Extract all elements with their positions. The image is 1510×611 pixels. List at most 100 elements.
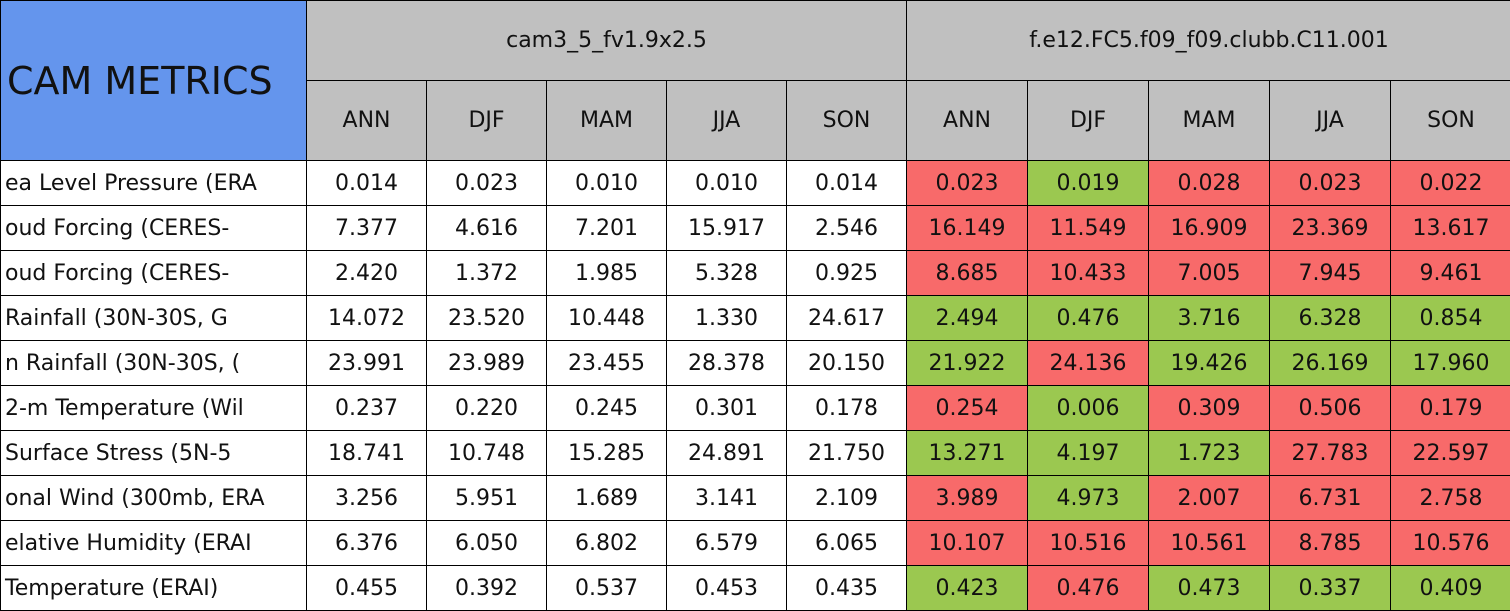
season-header: JJA (666, 80, 787, 161)
metric-value: 0.455 (306, 565, 427, 611)
metric-value: 0.245 (546, 385, 667, 431)
metric-value: 5.951 (426, 475, 547, 521)
metric-value: 6.802 (546, 520, 667, 566)
metric-value: 2.109 (786, 475, 907, 521)
metric-value: 2.420 (306, 250, 427, 296)
row-label: Surface Stress (5N-5 (0, 430, 307, 476)
row-label: n Rainfall (30N-30S, ( (0, 340, 307, 386)
metric-value: 2.007 (1148, 475, 1270, 521)
metric-value: 20.150 (786, 340, 907, 386)
metric-value: 0.453 (666, 565, 787, 611)
season-header: DJF (1027, 80, 1149, 161)
metric-value: 14.072 (306, 295, 427, 341)
metric-value: 0.301 (666, 385, 787, 431)
metric-value: 0.473 (1148, 565, 1270, 611)
metric-value: 8.785 (1269, 520, 1391, 566)
metric-value: 11.549 (1027, 205, 1149, 251)
metric-value: 0.006 (1027, 385, 1149, 431)
metric-value: 23.369 (1269, 205, 1391, 251)
metric-value: 16.909 (1148, 205, 1270, 251)
metric-value: 2.546 (786, 205, 907, 251)
metric-value: 19.426 (1148, 340, 1270, 386)
group-header: cam3_5_fv1.9x2.5 (306, 0, 907, 81)
metric-value: 0.023 (426, 160, 547, 206)
metric-value: 24.891 (666, 430, 787, 476)
metric-value: 7.377 (306, 205, 427, 251)
season-header: JJA (1269, 80, 1391, 161)
metric-value: 0.537 (546, 565, 667, 611)
metric-value: 1.723 (1148, 430, 1270, 476)
metric-value: 3.989 (906, 475, 1028, 521)
row-label: oud Forcing (CERES- (0, 250, 307, 296)
metric-value: 0.506 (1269, 385, 1391, 431)
metric-value: 0.476 (1027, 565, 1149, 611)
group-header: f.e12.FC5.f09_f09.clubb.C11.001 (906, 0, 1510, 81)
metric-value: 8.685 (906, 250, 1028, 296)
metric-value: 0.010 (666, 160, 787, 206)
metric-value: 10.561 (1148, 520, 1270, 566)
metric-value: 0.028 (1148, 160, 1270, 206)
metric-value: 24.136 (1027, 340, 1149, 386)
metric-value: 2.758 (1390, 475, 1510, 521)
metric-value: 22.597 (1390, 430, 1510, 476)
metric-value: 0.476 (1027, 295, 1149, 341)
metric-value: 24.617 (786, 295, 907, 341)
metric-value: 10.107 (906, 520, 1028, 566)
row-label: ea Level Pressure (ERA (0, 160, 307, 206)
metric-value: 0.023 (906, 160, 1028, 206)
metric-value: 0.023 (1269, 160, 1391, 206)
season-header: SON (786, 80, 907, 161)
metric-value: 13.271 (906, 430, 1028, 476)
metric-value: 9.461 (1390, 250, 1510, 296)
metric-value: 2.494 (906, 295, 1028, 341)
metric-value: 10.748 (426, 430, 547, 476)
metric-value: 0.409 (1390, 565, 1510, 611)
metric-value: 21.750 (786, 430, 907, 476)
metric-value: 3.716 (1148, 295, 1270, 341)
metric-value: 4.197 (1027, 430, 1149, 476)
metric-value: 7.945 (1269, 250, 1391, 296)
row-label: elative Humidity (ERAI (0, 520, 307, 566)
row-label: onal Wind (300mb, ERA (0, 475, 307, 521)
metric-value: 23.520 (426, 295, 547, 341)
title-cell: CAM METRICS (0, 0, 307, 161)
metric-value: 5.328 (666, 250, 787, 296)
metric-value: 27.783 (1269, 430, 1391, 476)
metric-value: 6.376 (306, 520, 427, 566)
metric-value: 0.010 (546, 160, 667, 206)
metric-value: 15.285 (546, 430, 667, 476)
metric-value: 0.179 (1390, 385, 1510, 431)
metric-value: 6.731 (1269, 475, 1391, 521)
metric-value: 10.576 (1390, 520, 1510, 566)
metric-value: 0.854 (1390, 295, 1510, 341)
metric-value: 10.448 (546, 295, 667, 341)
metric-value: 23.989 (426, 340, 547, 386)
metric-value: 17.960 (1390, 340, 1510, 386)
metric-value: 10.433 (1027, 250, 1149, 296)
season-header: SON (1390, 80, 1510, 161)
metric-value: 0.337 (1269, 565, 1391, 611)
metric-value: 0.019 (1027, 160, 1149, 206)
metric-value: 0.925 (786, 250, 907, 296)
row-label: 2-m Temperature (Wil (0, 385, 307, 431)
season-header: ANN (306, 80, 427, 161)
metric-value: 21.922 (906, 340, 1028, 386)
metric-value: 18.741 (306, 430, 427, 476)
metric-value: 4.616 (426, 205, 547, 251)
row-label: oud Forcing (CERES- (0, 205, 307, 251)
metric-value: 28.378 (666, 340, 787, 386)
row-label: Rainfall (30N-30S, G (0, 295, 307, 341)
metric-value: 0.435 (786, 565, 907, 611)
metric-value: 4.973 (1027, 475, 1149, 521)
metric-value: 26.169 (1269, 340, 1391, 386)
metric-value: 13.617 (1390, 205, 1510, 251)
metric-value: 6.065 (786, 520, 907, 566)
metric-value: 1.985 (546, 250, 667, 296)
season-header: ANN (906, 80, 1028, 161)
metric-value: 10.516 (1027, 520, 1149, 566)
metric-value: 1.330 (666, 295, 787, 341)
metric-value: 6.050 (426, 520, 547, 566)
metric-value: 6.328 (1269, 295, 1391, 341)
metric-value: 0.392 (426, 565, 547, 611)
